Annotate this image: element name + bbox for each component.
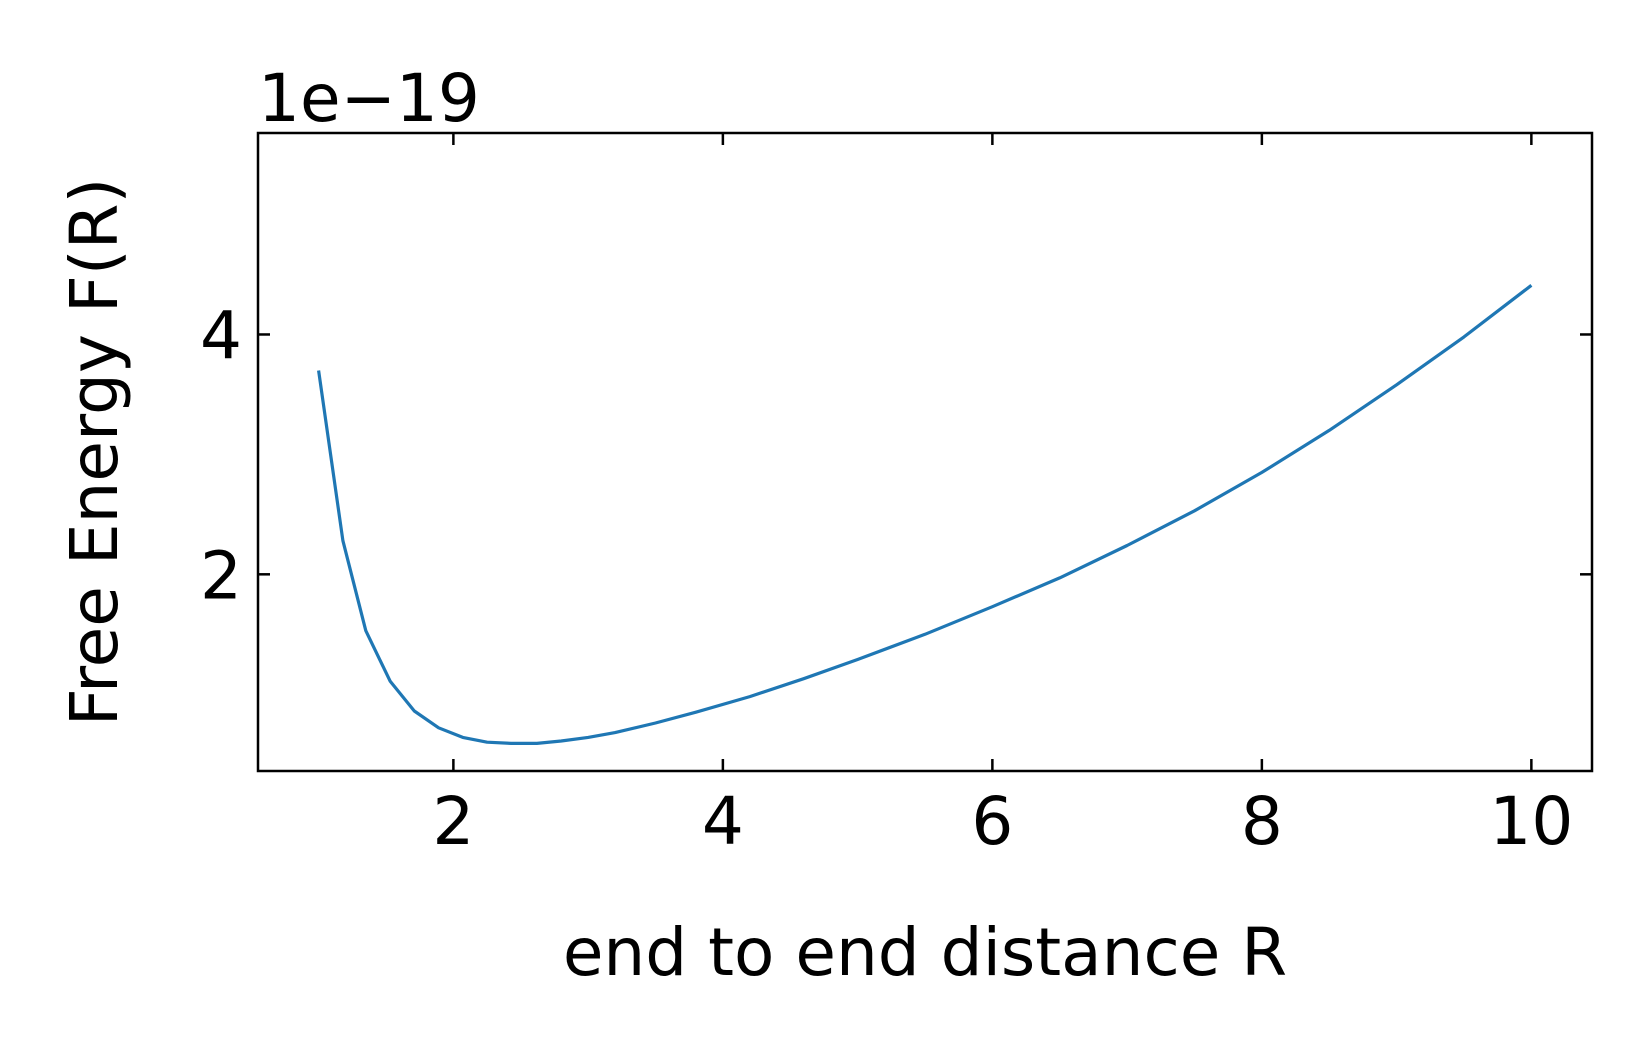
x-axis-label: end to end distance R	[563, 914, 1287, 991]
x-tick-label: 10	[1489, 783, 1573, 860]
plot-frame	[256, 131, 1594, 773]
series-line	[317, 284, 1533, 746]
y-tick-label: 2	[200, 537, 242, 614]
x-tick-label: 4	[702, 783, 744, 860]
x-tick-label: 6	[971, 783, 1013, 860]
lines-layer	[317, 284, 1533, 746]
ticks-layer: 2 4 6 8 10 2 4	[200, 133, 1592, 860]
y-axis-label: Free Energy F(R)	[56, 178, 133, 726]
y-offset-label: 1e−19	[258, 60, 480, 137]
x-tick-label: 8	[1241, 783, 1283, 860]
x-tick-label: 2	[432, 783, 474, 860]
y-tick-label: 4	[200, 297, 242, 374]
